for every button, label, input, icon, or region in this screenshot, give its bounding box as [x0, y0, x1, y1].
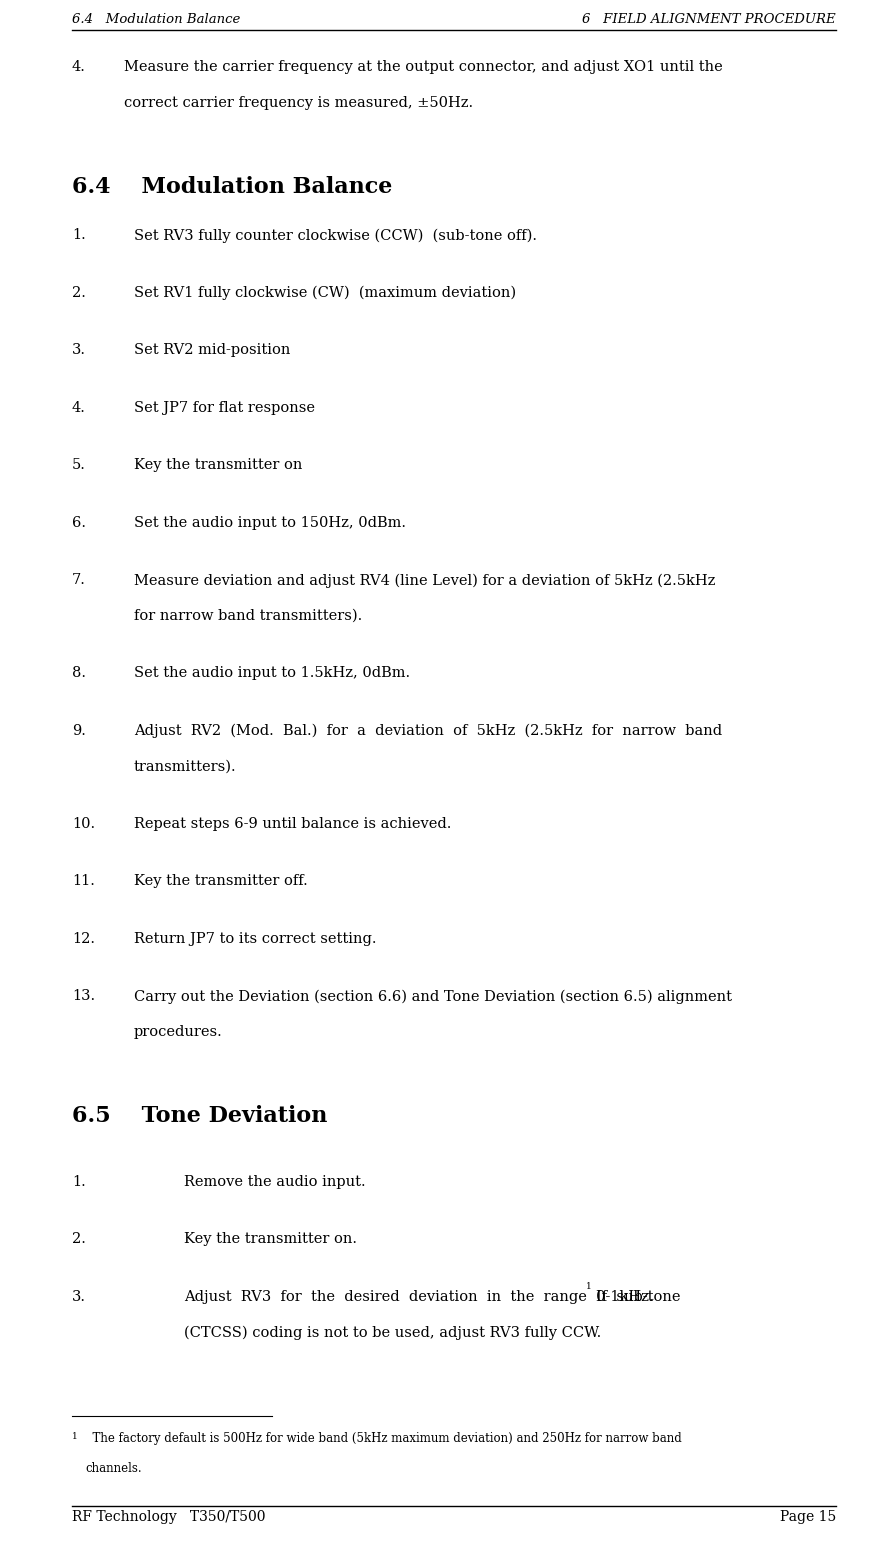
Text: Set the audio input to 1.5kHz, 0dBm.: Set the audio input to 1.5kHz, 0dBm. — [134, 667, 410, 681]
Text: correct carrier frequency is measured, ±50Hz.: correct carrier frequency is measured, ±… — [124, 96, 473, 110]
Text: Set the audio input to 150Hz, 0dBm.: Set the audio input to 150Hz, 0dBm. — [134, 515, 406, 529]
Text: 13.: 13. — [72, 990, 95, 1004]
Text: (CTCSS) coding is not to be used, adjust RV3 fully CCW.: (CTCSS) coding is not to be used, adjust… — [184, 1325, 601, 1340]
Text: Measure the carrier frequency at the output connector, and adjust XO1 until the: Measure the carrier frequency at the out… — [124, 60, 723, 74]
Text: Return JP7 to its correct setting.: Return JP7 to its correct setting. — [134, 932, 377, 946]
Text: Key the transmitter on.: Key the transmitter on. — [184, 1232, 357, 1247]
Text: Set RV3 fully counter clockwise (CCW)  (sub-tone off).: Set RV3 fully counter clockwise (CCW) (s… — [134, 229, 537, 243]
Text: If  sub-tone: If sub-tone — [596, 1290, 681, 1304]
Text: 2.: 2. — [72, 287, 86, 301]
Text: 12.: 12. — [72, 932, 95, 946]
Text: transmitters).: transmitters). — [134, 760, 237, 774]
Text: Key the transmitter on: Key the transmitter on — [134, 459, 302, 473]
Text: The factory default is 500Hz for wide band (5kHz maximum deviation) and 250Hz fo: The factory default is 500Hz for wide ba… — [85, 1431, 682, 1445]
Text: Key the transmitter off.: Key the transmitter off. — [134, 874, 307, 888]
Text: for narrow band transmitters).: for narrow band transmitters). — [134, 609, 363, 623]
Text: Measure deviation and adjust RV4 (line Level) for a deviation of 5kHz (2.5kHz: Measure deviation and adjust RV4 (line L… — [134, 573, 715, 587]
Text: procedures.: procedures. — [134, 1024, 223, 1038]
Text: 1: 1 — [586, 1283, 592, 1290]
Text: Set JP7 for flat response: Set JP7 for flat response — [134, 401, 315, 415]
Text: channels.: channels. — [85, 1463, 142, 1475]
Text: Repeat steps 6-9 until balance is achieved.: Repeat steps 6-9 until balance is achiev… — [134, 817, 452, 832]
Text: 6.: 6. — [72, 515, 86, 529]
Text: Adjust  RV3  for  the  desired  deviation  in  the  range  0-1kHz.: Adjust RV3 for the desired deviation in … — [184, 1290, 653, 1304]
Text: 9.: 9. — [72, 723, 86, 738]
Text: 1: 1 — [72, 1431, 78, 1441]
Text: 1.: 1. — [72, 229, 86, 243]
Text: 2.: 2. — [72, 1232, 86, 1247]
Text: Set RV2 mid-position: Set RV2 mid-position — [134, 343, 290, 357]
Text: Carry out the Deviation (section 6.6) and Tone Deviation (section 6.5) alignment: Carry out the Deviation (section 6.6) an… — [134, 990, 732, 1004]
Text: 3.: 3. — [72, 343, 86, 357]
Text: 6.5    Tone Deviation: 6.5 Tone Deviation — [72, 1106, 327, 1128]
Text: 6.4   Modulation Balance: 6.4 Modulation Balance — [72, 13, 241, 27]
Text: Page 15: Page 15 — [780, 1510, 836, 1524]
Text: 1.: 1. — [72, 1174, 86, 1189]
Text: 8.: 8. — [72, 667, 86, 681]
Text: 6.4    Modulation Balance: 6.4 Modulation Balance — [72, 175, 392, 197]
Text: 5.: 5. — [72, 459, 86, 473]
Text: 7.: 7. — [72, 573, 86, 587]
Text: 11.: 11. — [72, 874, 94, 888]
Text: Remove the audio input.: Remove the audio input. — [184, 1174, 365, 1189]
Text: RF Technology   T350/T500: RF Technology T350/T500 — [72, 1510, 266, 1524]
Text: 6   FIELD ALIGNMENT PROCEDURE: 6 FIELD ALIGNMENT PROCEDURE — [583, 13, 836, 27]
Text: 4.: 4. — [72, 401, 86, 415]
Text: 3.: 3. — [72, 1290, 86, 1304]
Text: 4.: 4. — [72, 60, 86, 74]
Text: Adjust  RV2  (Mod.  Bal.)  for  a  deviation  of  5kHz  (2.5kHz  for  narrow  ba: Adjust RV2 (Mod. Bal.) for a deviation o… — [134, 723, 722, 738]
Text: Set RV1 fully clockwise (CW)  (maximum deviation): Set RV1 fully clockwise (CW) (maximum de… — [134, 287, 516, 301]
Text: 10.: 10. — [72, 817, 95, 832]
